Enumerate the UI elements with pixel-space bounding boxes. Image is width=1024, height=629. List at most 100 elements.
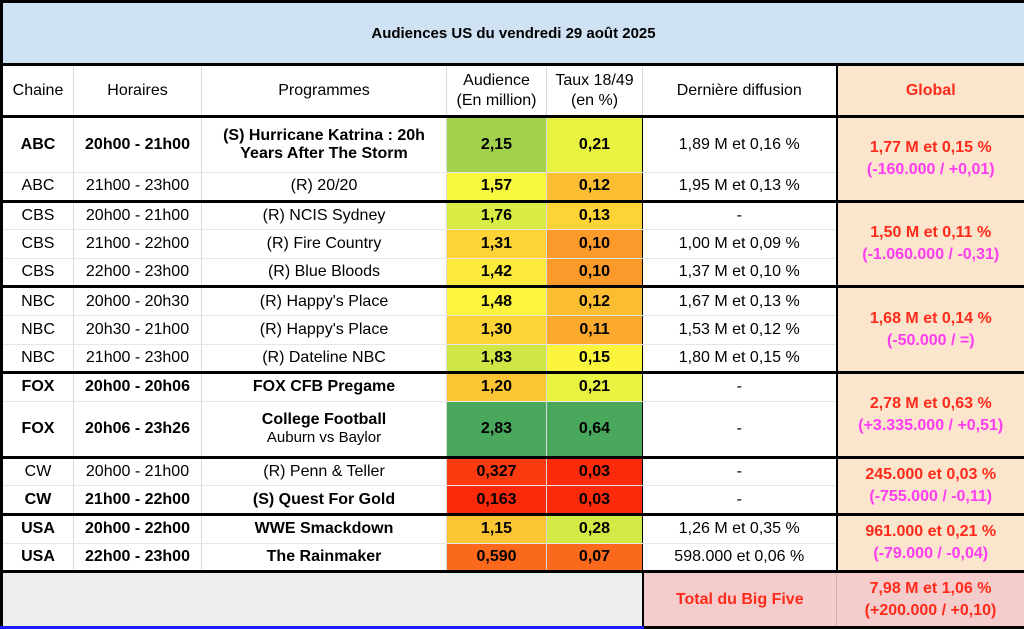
cell-chaine: NBC	[2, 287, 74, 316]
cell-programme: (R) Penn & Teller	[202, 457, 447, 486]
cell-horaires: 22h00 - 23h00	[74, 258, 202, 287]
cell-audience: 1,57	[447, 173, 547, 202]
cell-derniere-diffusion: 1,80 M et 0,15 %	[643, 344, 837, 373]
cell-taux: 0,15	[547, 344, 643, 373]
header-programmes: Programmes	[202, 65, 447, 117]
cell-derniere-diffusion: -	[643, 486, 837, 515]
audience-table-sheet: Audiences US du vendredi 29 août 2025 Ch…	[0, 0, 1024, 615]
global-main: 1,77 M et 0,15 %	[840, 137, 1023, 159]
cell-horaires: 20h00 - 22h00	[74, 514, 202, 543]
programme-title: (R) Dateline NBC	[262, 349, 386, 366]
footer-empty-cell	[2, 572, 643, 628]
cell-audience: 0,327	[447, 457, 547, 486]
global-main: 245.000 et 0,03 %	[840, 464, 1023, 486]
total-label: Total du Big Five	[643, 572, 837, 628]
header-row: Chaine Horaires Programmes Audience(En m…	[2, 65, 1024, 117]
global-main: 1,50 M et 0,11 %	[840, 222, 1023, 244]
cell-taux: 0,10	[547, 258, 643, 287]
cell-taux: 0,13	[547, 201, 643, 230]
cell-taux: 0,21	[547, 373, 643, 402]
cell-global-abc: 1,77 M et 0,15 %(-160.000 / +0,01)	[837, 117, 1024, 202]
programme-title: (R) Fire Country	[267, 235, 382, 252]
cell-chaine: USA	[2, 514, 74, 543]
cell-derniere-diffusion: 1,37 M et 0,10 %	[643, 258, 837, 287]
cell-chaine: ABC	[2, 173, 74, 202]
header-global: Global	[837, 65, 1024, 117]
global-diff: (-1.060.000 / -0,31)	[840, 244, 1023, 266]
cell-horaires: 20h06 - 23h26	[74, 401, 202, 457]
cell-taux: 0,64	[547, 401, 643, 457]
cell-chaine: FOX	[2, 373, 74, 402]
global-main: 2,78 M et 0,63 %	[840, 393, 1023, 415]
cell-derniere-diffusion: 598.000 et 0,06 %	[643, 543, 837, 572]
cell-programme: (R) Blue Bloods	[202, 258, 447, 287]
cell-taux: 0,28	[547, 514, 643, 543]
cell-global-fox: 2,78 M et 0,63 %(+3.335.000 / +0,51)	[837, 373, 1024, 458]
cell-audience: 0,590	[447, 543, 547, 572]
programme-title: (R) NCIS Sydney	[263, 207, 386, 224]
global-diff: (+3.335.000 / +0,51)	[840, 415, 1023, 437]
cell-programme: (R) NCIS Sydney	[202, 201, 447, 230]
table-title: Audiences US du vendredi 29 août 2025	[2, 2, 1024, 65]
cell-derniere-diffusion: 1,89 M et 0,16 %	[643, 117, 837, 173]
cell-derniere-diffusion: 1,00 M et 0,09 %	[643, 230, 837, 259]
programme-title: WWE Smackdown	[255, 520, 394, 537]
cell-horaires: 21h00 - 23h00	[74, 173, 202, 202]
cell-derniere-diffusion: 1,67 M et 0,13 %	[643, 287, 837, 316]
cell-programme: (S) Quest For Gold	[202, 486, 447, 515]
cell-derniere-diffusion: -	[643, 201, 837, 230]
header-taux: Taux 18/49(en %)	[547, 65, 643, 117]
programme-title: (R) Penn & Teller	[263, 463, 385, 480]
cell-taux: 0,03	[547, 457, 643, 486]
cell-derniere-diffusion: -	[643, 401, 837, 457]
programme-title: (R) Happy's Place	[260, 293, 388, 310]
cell-derniere-diffusion: -	[643, 457, 837, 486]
cell-chaine: ABC	[2, 117, 74, 173]
cell-audience: 1,48	[447, 287, 547, 316]
cell-programme: (R) 20/20	[202, 173, 447, 202]
cell-audience: 1,30	[447, 315, 547, 344]
programme-subtitle: Auburn vs Baylor	[204, 429, 444, 446]
programme-title: (R) 20/20	[291, 177, 358, 194]
global-diff: (-160.000 / +0,01)	[840, 159, 1023, 181]
cell-programme: (R) Happy's Place	[202, 287, 447, 316]
cell-taux: 0,21	[547, 117, 643, 173]
cell-chaine: CW	[2, 486, 74, 515]
cell-audience: 1,42	[447, 258, 547, 287]
programme-title: (S) Hurricane Katrina : 20h Years After …	[223, 127, 425, 162]
cell-horaires: 21h00 - 22h00	[74, 486, 202, 515]
cell-derniere-diffusion: 1,95 M et 0,13 %	[643, 173, 837, 202]
header-chaine: Chaine	[2, 65, 74, 117]
cell-audience: 2,83	[447, 401, 547, 457]
cell-programme: (R) Fire Country	[202, 230, 447, 259]
cell-audience: 1,20	[447, 373, 547, 402]
cell-audience: 1,83	[447, 344, 547, 373]
header-audience: Audience(En million)	[447, 65, 547, 117]
cell-taux: 0,07	[547, 543, 643, 572]
cell-horaires: 21h00 - 23h00	[74, 344, 202, 373]
cell-programme: (R) Happy's Place	[202, 315, 447, 344]
header-horaires: Horaires	[74, 65, 202, 117]
global-main: 1,68 M et 0,14 %	[840, 308, 1023, 330]
cell-horaires: 21h00 - 22h00	[74, 230, 202, 259]
cell-chaine: CBS	[2, 258, 74, 287]
cell-derniere-diffusion: -	[643, 373, 837, 402]
cell-horaires: 20h30 - 21h00	[74, 315, 202, 344]
cell-chaine: USA	[2, 543, 74, 572]
programme-title: College Football	[262, 411, 386, 428]
cell-taux: 0,12	[547, 173, 643, 202]
cell-audience: 1,31	[447, 230, 547, 259]
cell-taux: 0,11	[547, 315, 643, 344]
cell-audience: 2,15	[447, 117, 547, 173]
footer-row: Total du Big Five 7,98 M et 1,06 % (+200…	[2, 572, 1024, 628]
cell-chaine: FOX	[2, 401, 74, 457]
cell-taux: 0,12	[547, 287, 643, 316]
cell-global-usa: 961.000 et 0,21 %(-79.000 / -0,04)	[837, 514, 1024, 571]
global-diff: (-755.000 / -0,11)	[840, 486, 1023, 508]
